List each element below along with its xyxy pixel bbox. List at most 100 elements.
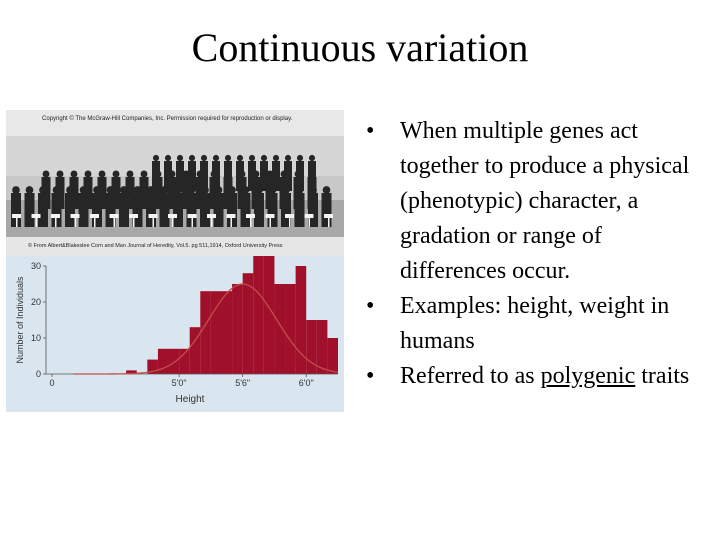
histogram-bar (147, 359, 158, 374)
person-head (164, 154, 172, 162)
bullet-item: • When multiple genes act together to pr… (362, 114, 702, 289)
y-tick-label: 10 (31, 333, 41, 343)
person-body (267, 193, 278, 227)
person-body (125, 177, 135, 209)
height-histogram: 0 10 20 30 0 5'0" 5'6" 6'0" Height Number of Indi… (6, 256, 344, 412)
person-head (168, 170, 176, 178)
bullet-list: • When multiple genes act together to pr… (362, 114, 702, 394)
person-body (281, 193, 291, 227)
y-tick-label: 20 (31, 297, 41, 307)
person-body (272, 161, 280, 191)
person-head (188, 154, 196, 162)
height-sign (109, 214, 119, 218)
person-head (224, 170, 232, 178)
height-sign-post (35, 217, 37, 227)
person-body (146, 193, 156, 227)
photo-credit: © From Albert&Blakeslee Corn and Man Jou… (28, 243, 283, 249)
person-body (139, 177, 149, 209)
height-sign-post (308, 217, 310, 227)
height-sign-post (328, 217, 330, 227)
person-head (268, 186, 277, 194)
person-head (98, 170, 106, 178)
person-head (241, 186, 250, 194)
height-sign-post (230, 217, 232, 227)
figure: Copyright © The McGraw-Hill Companies, I… (6, 110, 344, 412)
copyright-notice: Copyright © The McGraw-Hill Companies, I… (42, 116, 293, 122)
histogram-bar (285, 284, 296, 374)
person-head (308, 154, 316, 162)
height-sign (226, 214, 236, 218)
person-head (201, 186, 209, 194)
person-head (106, 186, 115, 194)
person-head (133, 186, 142, 194)
person-body (176, 161, 184, 191)
height-sign (148, 214, 158, 218)
student-lineup-photo: Copyright © The McGraw-Hill Companies, I… (6, 110, 344, 256)
person-body (11, 193, 21, 227)
person-head (112, 170, 120, 178)
person-body (294, 193, 305, 227)
height-sign (90, 214, 99, 218)
person-head (152, 154, 160, 162)
histogram-bar (242, 273, 254, 374)
person-head (39, 186, 47, 194)
person-head (56, 170, 64, 178)
person-head (282, 186, 290, 194)
x-axis-label: Height (176, 394, 205, 405)
x-tick-label: 5'6" (235, 378, 250, 388)
person-body (227, 193, 237, 227)
polygenic-term: polygenic (540, 363, 636, 389)
person-head (12, 186, 20, 194)
height-sign-post (133, 217, 135, 227)
histogram-bar (306, 320, 317, 374)
bullet-item: • Referred to as polygenic traits (362, 359, 702, 394)
height-sign-post (289, 217, 291, 227)
person-head (42, 170, 50, 178)
person-head (228, 186, 236, 194)
normal-curve-line (73, 283, 339, 375)
person-head (79, 186, 88, 194)
person-head (294, 170, 302, 178)
x-tick-label: 5'0" (172, 378, 187, 388)
height-sign-post (172, 217, 174, 227)
person-body (321, 193, 332, 227)
person-head (252, 170, 260, 178)
histogram-bar (179, 348, 190, 374)
height-sign (51, 214, 60, 218)
height-sign (70, 214, 80, 218)
slide-title: Continuous variation (191, 25, 529, 70)
histogram-bar (221, 291, 233, 374)
histogram-bar (126, 370, 137, 374)
person-head (66, 186, 74, 194)
person-head (284, 154, 292, 162)
height-sign-post (16, 217, 18, 227)
person-body (260, 161, 268, 191)
person-body (153, 177, 163, 209)
person-body (65, 193, 75, 227)
person-head (272, 154, 280, 162)
person-head (160, 186, 169, 194)
person-body (38, 193, 48, 227)
person-body (119, 193, 129, 227)
person-head (200, 154, 208, 162)
bullet-text: When multiple genes act together to prod… (400, 118, 690, 284)
histogram-bar (295, 266, 307, 374)
person-head (280, 170, 288, 178)
person-head (174, 186, 182, 194)
height-sign-post (94, 217, 96, 227)
height-sign-post (152, 217, 154, 227)
histogram-bar (189, 327, 201, 374)
bullet-text: Referred to as (400, 363, 541, 389)
person-head (176, 154, 184, 162)
height-sign (31, 214, 41, 218)
person-body (24, 193, 35, 227)
histogram-bar (316, 320, 328, 374)
person-head (296, 154, 304, 162)
person-head (309, 186, 317, 194)
person-body (92, 193, 102, 227)
person-head (70, 170, 78, 178)
height-sign-post (74, 217, 76, 227)
person-head (248, 154, 256, 162)
height-sign-post (250, 217, 252, 227)
person-head (260, 154, 268, 162)
